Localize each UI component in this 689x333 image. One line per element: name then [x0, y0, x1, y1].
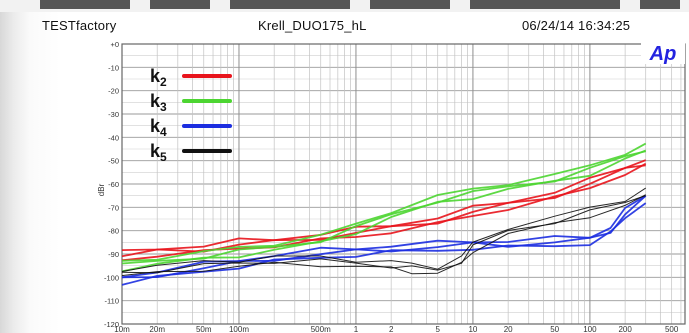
legend-label-k5: k5: [150, 141, 167, 164]
x-axis-ticks: 10m 20m 50m 100m 500m 1 2 5 10 20 50 100 200 500: [114, 325, 679, 333]
cropped-top-strip: [0, 0, 689, 12]
series-lines: [121, 142, 647, 286]
y-axis-label: dBr: [97, 183, 106, 196]
plot-frame: [121, 43, 686, 325]
x-tick-label: 50m: [196, 325, 212, 333]
ap-logo-text: Ap: [649, 43, 677, 65]
x-tick-label: 100m: [229, 325, 249, 333]
chart-header: TESTfactory Krell_DUO175_hL 06/24/14 16:…: [0, 18, 689, 40]
y-tick-label: -60: [108, 180, 119, 189]
series-line-k4: [121, 195, 647, 279]
legend-label-k3: k3: [150, 91, 167, 114]
x-tick-label: 2: [389, 325, 394, 333]
series-line-k5: [121, 194, 646, 277]
series-line-k4: [121, 195, 647, 279]
y-tick-label: -80: [108, 227, 119, 236]
x-tick-label: 20: [504, 325, 513, 333]
y-tick-label: -30: [108, 110, 119, 119]
series-line-k2: [121, 159, 647, 251]
y-tick-label: -50: [108, 157, 119, 166]
device-label: Krell_DUO175_hL: [258, 18, 367, 33]
x-tick-label: 50: [550, 325, 559, 333]
y-axis-ticks: +0 -10 -20 -30 -40 -50 -60 -70 -80 -90 -100 -110 -12…: [104, 40, 119, 329]
x-tick-label: 10m: [114, 325, 130, 333]
x-tick-label: 10: [468, 325, 477, 333]
y-tick-label: -90: [108, 250, 119, 259]
legend-label-k2: k2: [150, 66, 167, 89]
x-tick-label: 200: [618, 325, 632, 333]
x-tick-label: 100: [583, 325, 597, 333]
vendor-label: TESTfactory: [42, 18, 117, 33]
x-tick-label: 500m: [311, 325, 331, 333]
y-tick-label: -70: [108, 203, 119, 212]
series-line-k3: [121, 150, 646, 265]
x-tick-label: 1: [354, 325, 359, 333]
x-tick-label: 5: [435, 325, 440, 333]
x-tick-label: 20m: [149, 325, 165, 333]
y-tick-label: -40: [108, 133, 119, 142]
y-tick-label: -120: [104, 320, 119, 329]
series-line-k3: [121, 142, 647, 262]
y-tick-label: -10: [108, 63, 119, 72]
ap-logo: Ap: [641, 40, 685, 65]
timestamp-label: 06/24/14 16:34:25: [522, 18, 631, 33]
series-line-k4: [121, 202, 647, 286]
y-tick-label: -100: [104, 273, 119, 282]
y-tick-label: -20: [108, 87, 119, 96]
series-line-k5: [121, 195, 646, 274]
series-line-k3: [121, 149, 647, 273]
y-tick-label: -110: [105, 297, 119, 306]
legend-label-k4: k4: [150, 116, 167, 139]
series-line-k5: [121, 187, 646, 272]
x-tick-label: 500: [665, 325, 679, 333]
y-tick-label: +0: [110, 40, 119, 49]
